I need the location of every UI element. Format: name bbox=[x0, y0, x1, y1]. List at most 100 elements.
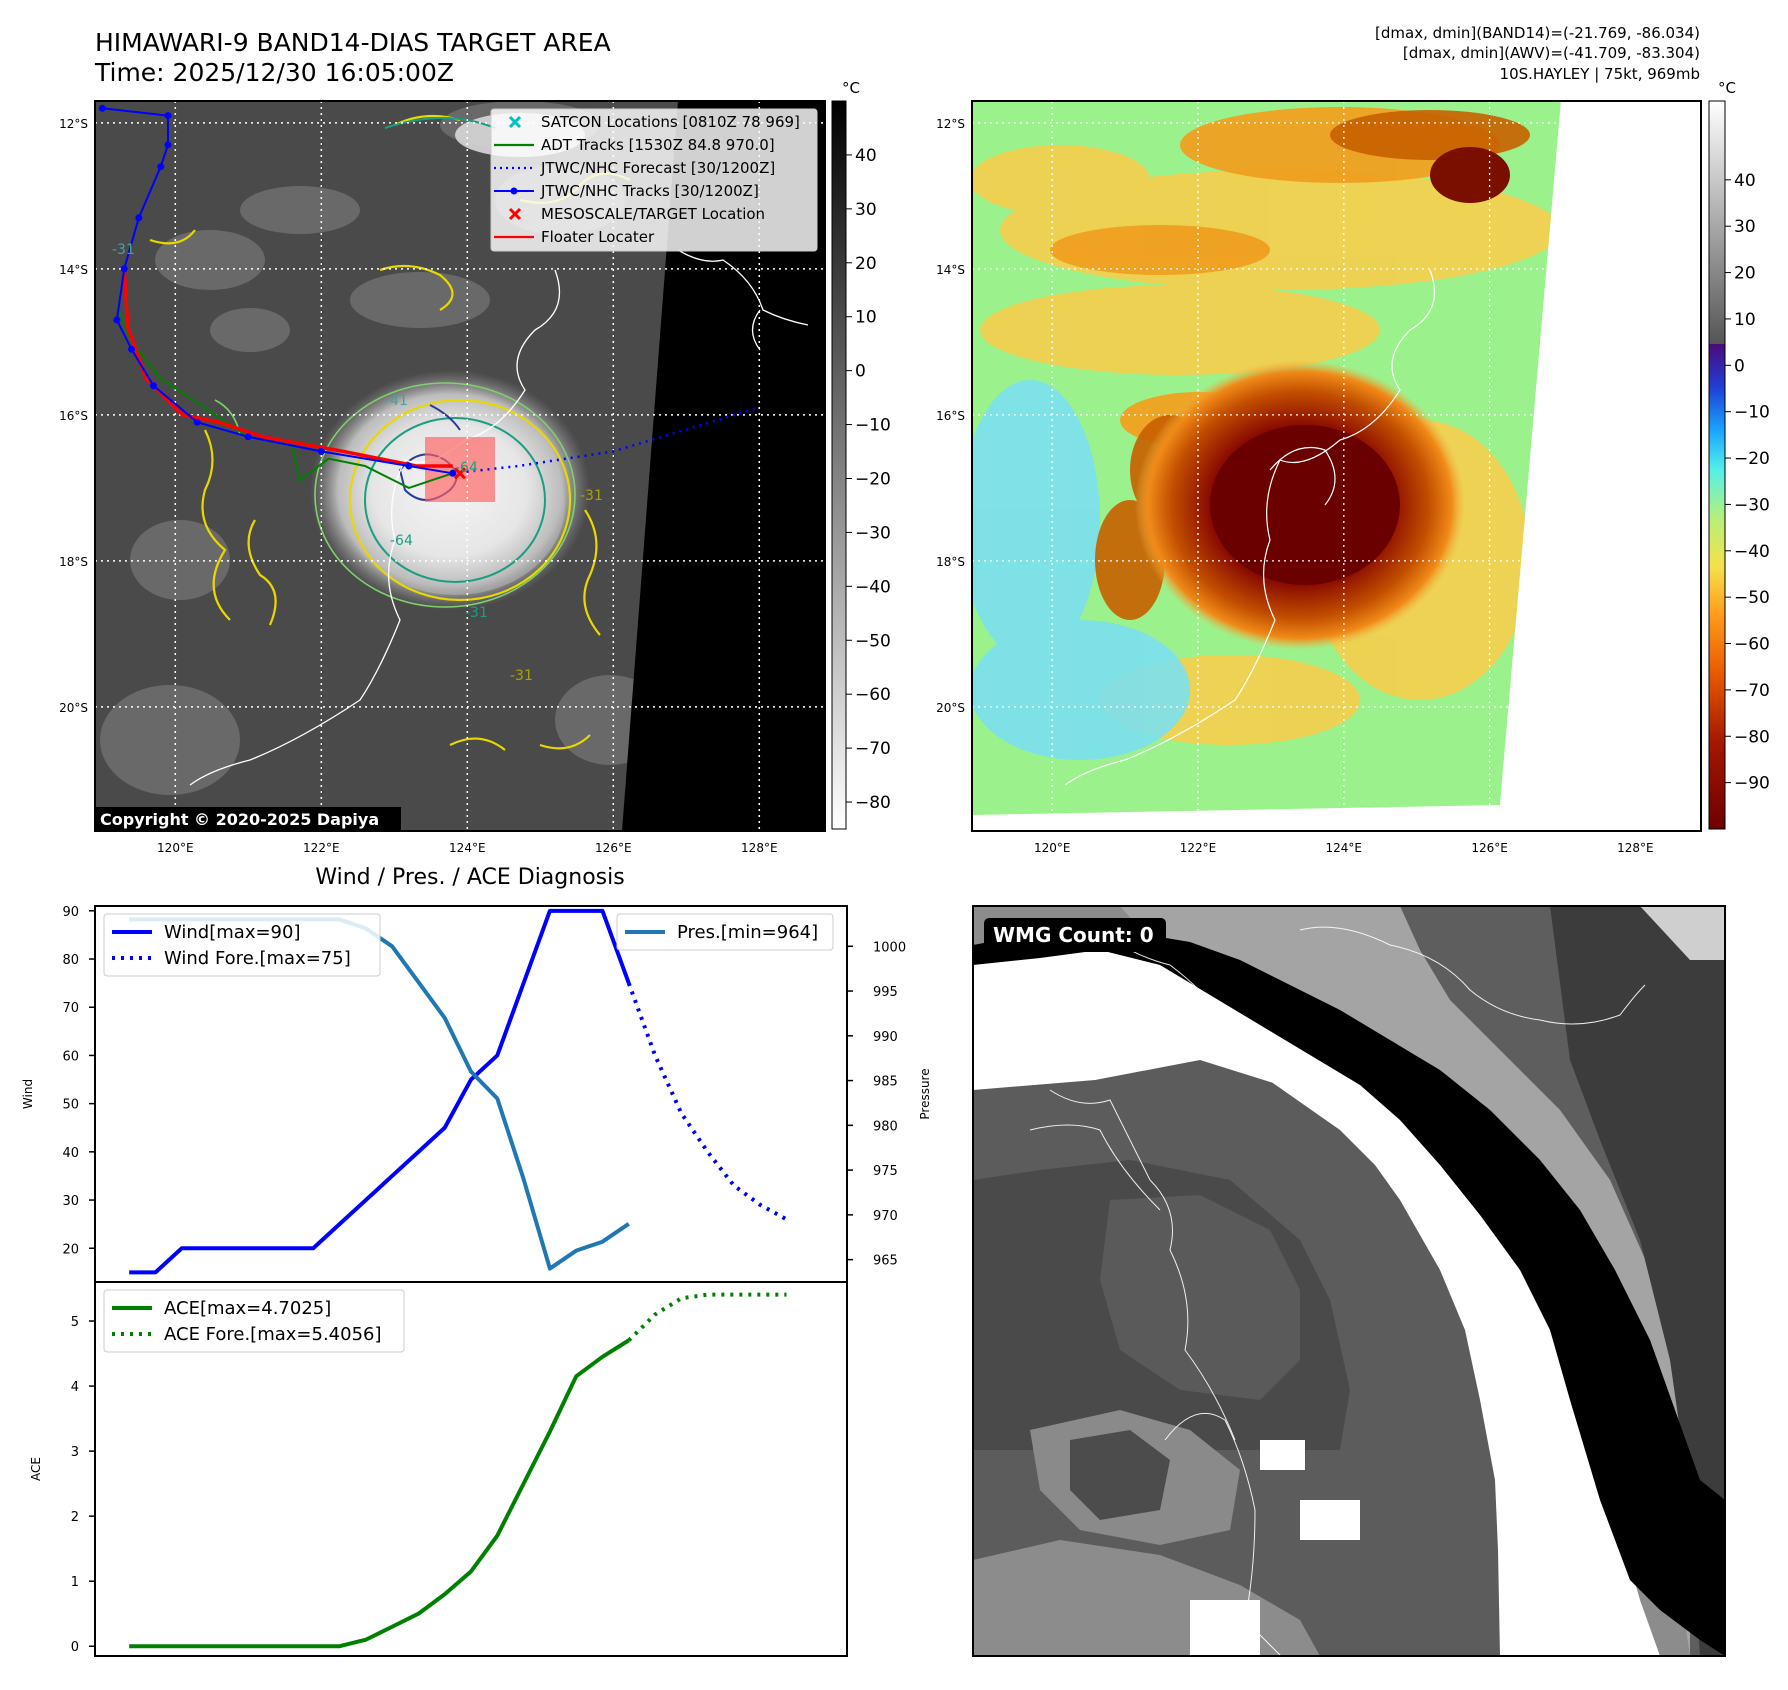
ir-lon-labels: 120°E 122°E 124°E 126°E 128°E bbox=[157, 841, 777, 855]
contour-label: -31 bbox=[465, 605, 488, 621]
jtwc-track-point bbox=[135, 214, 143, 222]
legend-item: MESOSCALE/TARGET Location bbox=[508, 205, 765, 223]
lat-label: 18°S bbox=[59, 555, 88, 569]
colorbar-tick-label: −40 bbox=[855, 577, 891, 597]
lat-label: 12°S bbox=[59, 117, 88, 131]
legend-marker-x bbox=[508, 207, 522, 221]
ir-legend: SATCON Locations [0810Z 78 969] ADT Track… bbox=[490, 108, 818, 252]
lon-label: 124°E bbox=[449, 841, 486, 855]
jtwc-track-point bbox=[157, 163, 165, 171]
y-tick-label: 20 bbox=[62, 1242, 79, 1257]
colorbar-tick-label: −20 bbox=[855, 469, 891, 489]
jtwc-track-point bbox=[98, 104, 106, 112]
lat-label: 20°S bbox=[936, 701, 965, 715]
y2-tick-label: 970 bbox=[873, 1209, 898, 1224]
series-line bbox=[627, 1292, 787, 1342]
awv-imagery bbox=[972, 101, 1701, 831]
contour-label: -64 bbox=[455, 460, 478, 476]
lon-label: 124°E bbox=[1326, 841, 1363, 855]
jtwc-track-point bbox=[164, 141, 172, 149]
chart-legend-label: Pres.[min=964] bbox=[677, 922, 818, 943]
jtwc-track-point bbox=[113, 316, 121, 324]
jtwc-track-point bbox=[449, 469, 457, 477]
colorbar-tick-label: −10 bbox=[1734, 403, 1770, 423]
contour-label: -31 bbox=[112, 242, 135, 258]
target-box bbox=[425, 437, 495, 502]
colorbar-tick-label: −70 bbox=[1734, 681, 1770, 701]
colorbar-tick-label: −20 bbox=[1734, 449, 1770, 469]
colorbar-tick-label: −50 bbox=[855, 631, 891, 651]
y-axis-label: Wind bbox=[21, 1079, 35, 1109]
chart-legend-box bbox=[103, 913, 381, 977]
jtwc-track-point bbox=[244, 433, 252, 441]
y-tick-label: 4 bbox=[71, 1380, 79, 1395]
chart-legend-box bbox=[103, 1289, 405, 1353]
y2-tick-label: 980 bbox=[873, 1119, 898, 1134]
y-tick-label: 0 bbox=[71, 1640, 79, 1655]
colorbar-tick-label: 40 bbox=[1734, 171, 1756, 191]
awv-lon-labels: 120°E 122°E 124°E 126°E 128°E bbox=[1034, 841, 1654, 855]
y-tick-label: 70 bbox=[62, 1001, 79, 1016]
colorbar-tick-label: −30 bbox=[855, 523, 891, 543]
lat-label: 12°S bbox=[936, 117, 965, 131]
ir-panel-frame bbox=[94, 100, 826, 832]
colorbar-tick-label: 0 bbox=[855, 362, 866, 382]
forecast-track bbox=[452, 406, 760, 475]
colorbar-tick-label: 30 bbox=[855, 200, 877, 220]
y2-tick-label: 975 bbox=[873, 1164, 898, 1179]
y-axis-label: ACE bbox=[29, 1457, 43, 1481]
series-line bbox=[129, 908, 631, 1275]
colorbar-tick-label: 10 bbox=[855, 308, 877, 328]
chart-legend-label: ACE Fore.[max=5.4056] bbox=[164, 1324, 382, 1345]
y-tick-label: 5 bbox=[71, 1315, 79, 1330]
stats-band14: [dmax, dmin](BAND14)=(-21.769, -86.034) bbox=[1375, 24, 1700, 42]
y-tick-label: 30 bbox=[62, 1194, 79, 1209]
jtwc-track-point bbox=[317, 447, 325, 455]
wind-pressure-chart: 20 30 40 50 60 70 80 90 Wind 965 970 975 980 985 990 99… bbox=[21, 905, 932, 1283]
jtwc-track-point bbox=[164, 112, 172, 120]
y-tick-label: 3 bbox=[71, 1445, 79, 1460]
copyright-text: Copyright © 2020-2025 Dapiya bbox=[100, 810, 379, 829]
colorbar-tick-label: 20 bbox=[855, 254, 877, 274]
legend-marker-x bbox=[508, 115, 522, 129]
colorbar-tick-label: −90 bbox=[1734, 774, 1770, 794]
copyright-badge: Copyright © 2020-2025 Dapiya bbox=[95, 807, 401, 831]
colorbar-awv: °C bbox=[1708, 79, 1736, 830]
chart-legend-label: Wind Fore.[max=75] bbox=[164, 948, 351, 969]
colorbar-tick-label: −50 bbox=[1734, 588, 1770, 608]
colorbar-tick-label: −60 bbox=[1734, 635, 1770, 655]
lon-label: 120°E bbox=[157, 841, 194, 855]
lat-label: 18°S bbox=[936, 555, 965, 569]
y-tick-label: 80 bbox=[62, 953, 79, 968]
chart-legend-box bbox=[616, 913, 834, 951]
colorbar-ir-unit: °C bbox=[842, 79, 860, 97]
contour-label: -64 bbox=[390, 533, 413, 549]
colorbar-tick-label: −70 bbox=[855, 739, 891, 759]
colorbar-tick-label: −80 bbox=[1734, 727, 1770, 747]
jtwc-track-point bbox=[149, 382, 157, 390]
awv-lat-labels: 12°S 14°S 16°S 18°S 20°S bbox=[936, 117, 965, 715]
jtwc-track-point bbox=[405, 462, 413, 470]
wmg-count-text: WMG Count: 0 bbox=[993, 923, 1154, 947]
ir-lat-labels: 12°S 14°S 16°S 18°S 20°S bbox=[59, 117, 88, 715]
wmg-panel-frame bbox=[972, 905, 1726, 1657]
y2-tick-label: 990 bbox=[873, 1030, 898, 1045]
lat-label: 16°S bbox=[936, 409, 965, 423]
jtwc-track bbox=[102, 107, 453, 475]
contour-label: -41 bbox=[385, 393, 408, 409]
lat-label: 16°S bbox=[59, 409, 88, 423]
legend-label: ADT Tracks [1530Z 84.8 970.0] bbox=[541, 136, 775, 154]
y2-tick-label: 995 bbox=[873, 985, 898, 1000]
colorbar-tick-label: 20 bbox=[1734, 264, 1756, 284]
legend-label: MESOSCALE/TARGET Location bbox=[541, 205, 765, 223]
y2-tick-label: 985 bbox=[873, 1075, 898, 1090]
y-tick-label: 1 bbox=[71, 1575, 79, 1590]
legend-label: SATCON Locations [0810Z 78 969] bbox=[541, 113, 800, 131]
colorbar-tick-label: 10 bbox=[1734, 310, 1756, 330]
y2-axis-label: Pressure bbox=[918, 1068, 932, 1119]
legend-item: JTWC/NHC Forecast [30/1200Z] bbox=[494, 159, 775, 177]
storm-info: 10S.HAYLEY | 75kt, 969mb bbox=[1500, 65, 1700, 83]
legend-item: SATCON Locations [0810Z 78 969] bbox=[508, 113, 800, 131]
y2-tick-label: 1000 bbox=[873, 940, 906, 955]
